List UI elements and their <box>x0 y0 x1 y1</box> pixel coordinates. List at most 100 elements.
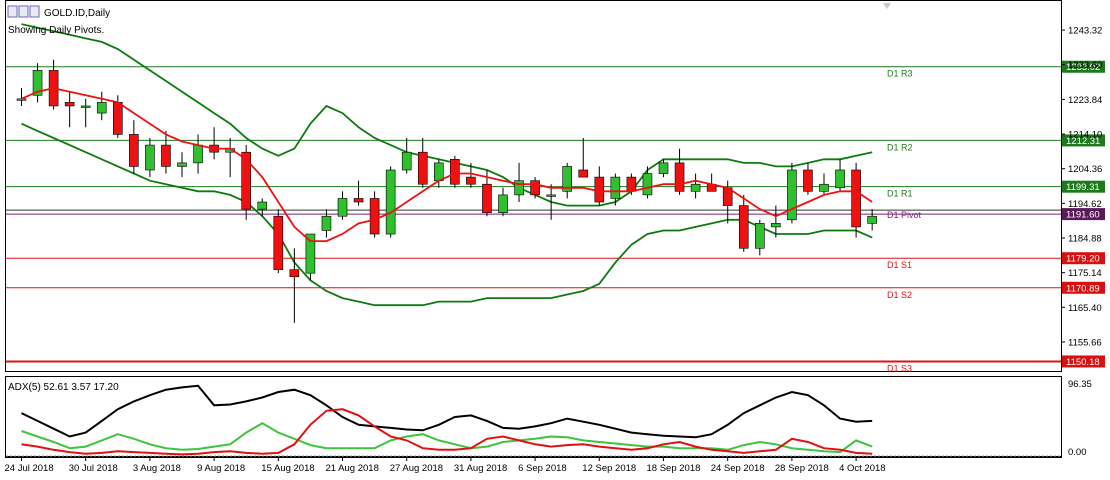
candle-bull <box>787 169 797 221</box>
candle-bear <box>482 183 492 213</box>
adx-panel-frame <box>5 376 1062 457</box>
chart-shift-marker-icon[interactable] <box>883 3 891 9</box>
price-tick-label: 1165.40 <box>1068 303 1102 314</box>
pivot-price-tag-label: 1199.31 <box>1066 182 1100 193</box>
pivot-price-tag-label: 1191.60 <box>1066 210 1100 221</box>
candle-bull <box>321 215 332 231</box>
price-tick-label: 1194.62 <box>1068 199 1102 210</box>
moving-average-layer <box>21 87 873 243</box>
pivot-lines-layer: D1 R3 1233.02 D1 R2 1212.31 D1 R1 1199.31 D1 P… <box>6 60 1105 373</box>
candle-bear <box>466 176 476 185</box>
pivot-price-tag-label: 1212.31 <box>1066 136 1100 147</box>
time-tick-label: 6 Sep 2018 <box>518 463 567 474</box>
time-tick-label: 27 Aug 2018 <box>390 463 443 474</box>
time-tick-label: 9 Aug 2018 <box>197 463 245 474</box>
candle-bear <box>417 151 428 185</box>
candle-bull <box>835 169 845 189</box>
price-axis-labels: 1243.32 1233.60 1223.84 1214.10 1204.36 1194.… <box>1061 26 1102 348</box>
candle-bull <box>498 194 508 213</box>
candle-bear <box>273 215 284 270</box>
pivot-price-tag <box>1062 208 1105 221</box>
symbol-label: GOLD.ID,Daily <box>44 8 110 19</box>
time-tick-label: 15 Aug 2018 <box>261 463 314 474</box>
time-tick-label: 30 Jul 2018 <box>69 463 118 474</box>
adx-main-line <box>21 384 873 439</box>
candle-bull <box>145 144 155 171</box>
candle-bear <box>289 269 300 278</box>
candle-bear <box>626 176 637 192</box>
time-tick-label: 31 Aug 2018 <box>454 463 507 474</box>
candle-bull <box>96 102 107 114</box>
pivot-label: D1 R1 <box>887 189 913 199</box>
pivot-price-tag <box>1062 134 1105 147</box>
candle-bull <box>562 166 573 192</box>
candle-bear <box>674 162 685 192</box>
pivot-price-tag-label: 1170.89 <box>1066 283 1100 294</box>
price-tick-label: 1184.88 <box>1068 234 1102 245</box>
candle-bull <box>401 151 412 171</box>
pivot-label: D1 S2 <box>887 290 912 300</box>
adx-lines-layer <box>6 384 1061 457</box>
bollinger-lower-band <box>21 122 873 307</box>
candle-bull <box>546 194 556 197</box>
candle-bear <box>369 198 380 235</box>
chart-window-icon[interactable] <box>7 5 40 18</box>
pivot-price-tag <box>1062 60 1105 73</box>
candle-bear <box>578 169 589 178</box>
adx-y-tick-bottom: 0.00 <box>1068 447 1087 458</box>
pivot-price-tag-label: 1233.02 <box>1066 62 1100 73</box>
time-tick-label: 28 Sep 2018 <box>775 463 829 474</box>
moving-average-line <box>21 87 873 243</box>
candle-bull <box>690 183 701 192</box>
candle-bull <box>771 223 781 228</box>
price-tick-label: 1233.60 <box>1068 60 1102 71</box>
price-tick-label: 1175.14 <box>1068 268 1102 279</box>
candle-bull <box>385 169 396 235</box>
candle-bull <box>80 105 91 108</box>
candle-bull <box>32 70 43 96</box>
pivot-price-tag <box>1062 180 1105 193</box>
time-tick-label: 3 Aug 2018 <box>133 463 181 474</box>
candle-bear <box>353 198 364 203</box>
pivot-price-tag-label: 1179.20 <box>1066 254 1100 265</box>
pivot-label: D1 S1 <box>887 260 912 270</box>
price-tick-label: 1214.10 <box>1068 130 1102 141</box>
adx-plus-di-line <box>21 422 873 454</box>
time-tick-label: 21 Aug 2018 <box>326 463 379 474</box>
price-tick-label: 1223.84 <box>1068 95 1102 106</box>
time-tick-label: 4 Oct 2018 <box>839 463 885 474</box>
bollinger-bands-layer <box>21 23 873 307</box>
time-axis-labels: 24 Jul 2018 30 Jul 2018 3 Aug 2018 9 Aug 20… <box>5 457 886 474</box>
pivot-label: D1 S3 <box>887 363 912 373</box>
adx-title: ADX(5) 52.61 3.57 17.20 <box>8 382 119 393</box>
candle-bull <box>819 183 829 192</box>
candle-bull <box>193 144 203 164</box>
pivot-price-tag <box>1062 252 1105 265</box>
candle-bear <box>738 205 749 249</box>
candle-bull <box>433 162 444 181</box>
time-tick-label: 24 Sep 2018 <box>711 463 765 474</box>
candle-bull <box>610 176 621 199</box>
candle-bear <box>161 144 171 167</box>
candle-bull <box>867 215 877 224</box>
candle-bull <box>177 162 187 167</box>
candle-bull <box>658 162 669 174</box>
pivot-price-tag <box>1062 281 1105 294</box>
candle-bull <box>257 201 268 210</box>
candle-bear <box>851 169 861 228</box>
candle-bear <box>450 159 460 185</box>
time-tick-label: 12 Sep 2018 <box>582 463 636 474</box>
pivot-price-tag <box>1062 355 1105 368</box>
candle-bear <box>64 102 75 107</box>
price-tick-label: 1155.66 <box>1068 337 1102 348</box>
bollinger-upper-band <box>21 23 873 207</box>
candle-bull <box>337 198 348 217</box>
candle-bull <box>754 223 765 249</box>
candle-bear <box>129 134 139 167</box>
pivots-subtitle: Showing Daily Pivots. <box>8 25 104 36</box>
candle-bear <box>594 176 605 203</box>
time-tick-label: 18 Sep 2018 <box>647 463 701 474</box>
pivot-label: D1 R3 <box>887 69 913 79</box>
adx-y-tick-top: 96.35 <box>1068 379 1092 390</box>
